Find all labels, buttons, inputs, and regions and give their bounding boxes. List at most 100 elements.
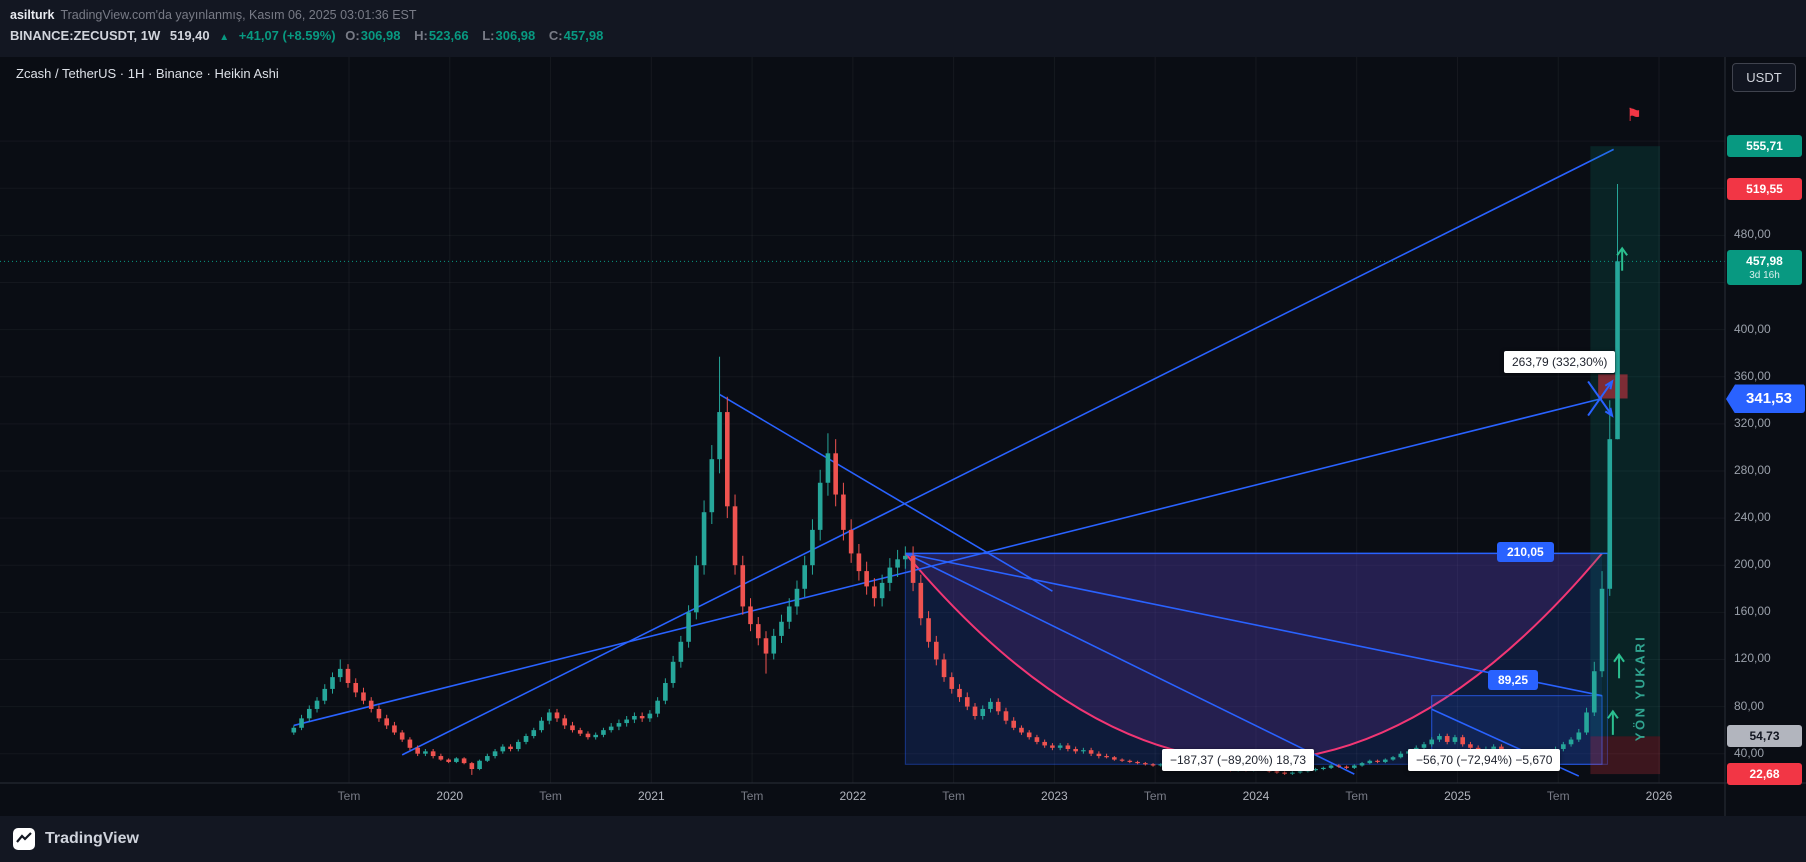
candle-body bbox=[477, 760, 482, 770]
direction-annotation[interactable]: YÖN YUKARI bbox=[1632, 634, 1648, 742]
candle-body bbox=[1398, 753, 1404, 758]
candle-body bbox=[314, 700, 320, 709]
candle-body bbox=[910, 555, 916, 583]
candle-body bbox=[1421, 744, 1427, 748]
candle-body bbox=[972, 706, 978, 717]
up-arrow-head bbox=[1613, 653, 1625, 663]
candle-body bbox=[500, 746, 506, 752]
footer: TradingView bbox=[0, 816, 1806, 862]
candle-body bbox=[361, 692, 366, 701]
level-badge-210[interactable]: 210,05 bbox=[1497, 542, 1554, 562]
candle-body bbox=[934, 641, 939, 660]
candle-body bbox=[1352, 765, 1357, 768]
time-label: 2023 bbox=[1041, 789, 1068, 803]
measure-label-down-left[interactable]: −187,37 (−89,20%) 18,73 bbox=[1162, 749, 1315, 771]
tradingview-wordmark[interactable]: TradingView bbox=[45, 830, 139, 847]
candle-body bbox=[1429, 739, 1435, 745]
measure-arrow bbox=[1587, 380, 1613, 417]
candle-body bbox=[779, 621, 784, 636]
candle-body bbox=[1034, 737, 1040, 742]
candle-body bbox=[825, 453, 831, 483]
time-label: 2020 bbox=[436, 789, 464, 803]
candle-body bbox=[856, 553, 862, 572]
candle-body bbox=[1359, 763, 1365, 766]
candle-body bbox=[1382, 759, 1388, 762]
candle-body bbox=[655, 700, 660, 714]
candle-body bbox=[771, 635, 777, 654]
candle-body bbox=[1073, 748, 1078, 752]
trendline bbox=[905, 552, 1603, 697]
candle-body bbox=[903, 555, 908, 560]
candle-body bbox=[980, 708, 986, 717]
candle-body bbox=[995, 701, 1001, 712]
candle-body bbox=[1367, 760, 1373, 764]
candle-body bbox=[1607, 439, 1613, 589]
candle-body bbox=[941, 659, 947, 678]
time-label: Tem bbox=[942, 789, 965, 803]
measure-label-down-right[interactable]: −56,70 (−72,94%) −5,670 bbox=[1408, 749, 1561, 771]
candle-body bbox=[485, 756, 490, 761]
candle-body bbox=[345, 668, 351, 684]
candle-body bbox=[1011, 720, 1017, 728]
time-label: Tem bbox=[337, 789, 361, 803]
candle-body bbox=[1127, 760, 1133, 762]
level-badge-89[interactable]: 89,25 bbox=[1488, 670, 1539, 690]
candle-body bbox=[817, 482, 823, 530]
candle-body bbox=[1444, 736, 1450, 742]
candle-body bbox=[1576, 732, 1582, 740]
flag-icon[interactable]: ⚑ bbox=[1626, 105, 1643, 125]
candle-body bbox=[732, 506, 738, 566]
open-value: 306,98 bbox=[360, 28, 401, 43]
candle-body bbox=[701, 512, 707, 566]
candle-body bbox=[577, 730, 583, 734]
candle-body bbox=[926, 618, 931, 642]
candle-body bbox=[740, 565, 746, 607]
candle-body bbox=[872, 586, 877, 599]
measure-arrow-head bbox=[1604, 407, 1614, 418]
candle-body bbox=[291, 727, 297, 733]
candle-body bbox=[957, 688, 962, 698]
up-arrow-icon: ▲ bbox=[219, 32, 230, 43]
candle-body bbox=[755, 624, 761, 639]
price-tick: 40,00 bbox=[1734, 745, 1765, 760]
price-tick: 120,00 bbox=[1734, 651, 1771, 666]
candle-body bbox=[368, 700, 374, 709]
publish-info: asilturk TradingView.com'da yayınlanmış, … bbox=[10, 7, 1806, 23]
candle-body bbox=[1104, 756, 1109, 758]
high-label: H: bbox=[414, 28, 428, 43]
candle-body bbox=[1499, 746, 1504, 752]
time-label: Tem bbox=[1546, 789, 1570, 803]
chart-legend[interactable]: Zcash / TetherUS · 1H · Binance · Heikin… bbox=[16, 66, 279, 81]
candle-body bbox=[616, 723, 622, 727]
candle-body bbox=[949, 677, 955, 689]
candle-body bbox=[1599, 588, 1605, 672]
candle-body bbox=[1468, 744, 1473, 748]
time-label: 2025 bbox=[1444, 789, 1471, 803]
time-label: 2024 bbox=[1242, 789, 1270, 803]
tradingview-logo-icon[interactable] bbox=[12, 827, 36, 851]
candle-body bbox=[624, 719, 629, 724]
candle-body bbox=[469, 763, 475, 770]
candle-body bbox=[887, 567, 893, 583]
candle-body bbox=[848, 529, 854, 554]
time-label: 2026 bbox=[1645, 789, 1673, 803]
candle-body bbox=[670, 661, 676, 684]
candle-body bbox=[647, 713, 653, 719]
price-tick: 240,00 bbox=[1734, 510, 1771, 525]
candle-body bbox=[1088, 750, 1094, 754]
candle-body bbox=[1282, 772, 1287, 774]
currency-toggle-button[interactable]: USDT bbox=[1732, 63, 1796, 92]
measure-label-up[interactable]: 263,79 (332,30%) bbox=[1504, 351, 1616, 373]
candle-body bbox=[1452, 737, 1458, 742]
candle-body bbox=[1344, 766, 1349, 768]
curve-fill-lower bbox=[905, 553, 1603, 765]
candle-body bbox=[585, 733, 591, 738]
candle-body bbox=[1119, 759, 1125, 761]
time-label: Tem bbox=[1345, 789, 1369, 803]
candle-body bbox=[1561, 744, 1566, 749]
candle-body bbox=[399, 732, 405, 740]
candle-body bbox=[1321, 767, 1326, 770]
low-label: L: bbox=[482, 28, 495, 43]
candle-body bbox=[1050, 745, 1055, 748]
